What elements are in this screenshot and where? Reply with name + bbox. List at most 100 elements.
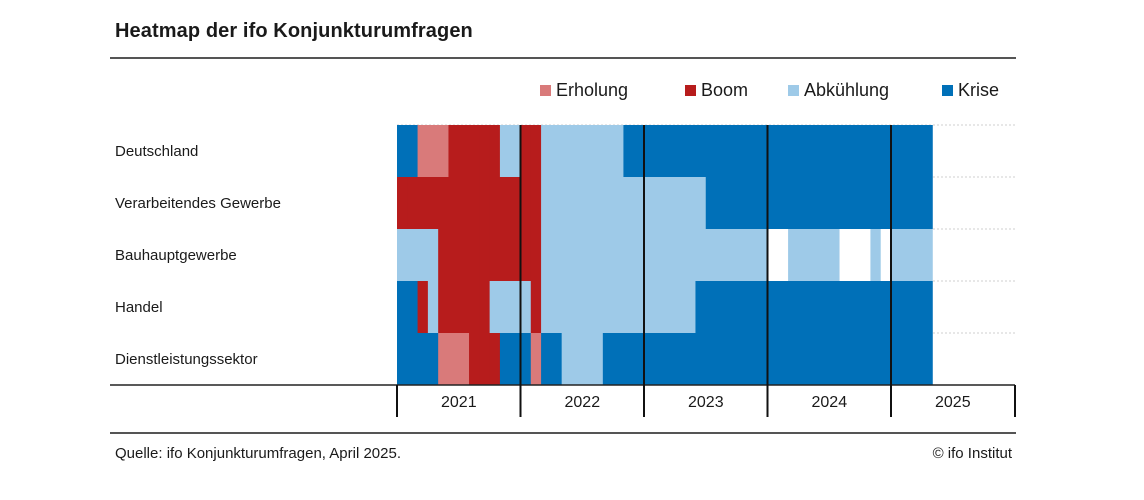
heatmap-cell	[417, 333, 429, 385]
heatmap-cell	[757, 333, 769, 385]
heatmap-cell	[623, 125, 635, 177]
heatmap-cell	[829, 177, 841, 229]
heatmap-cell	[736, 333, 748, 385]
heatmap-cell	[417, 229, 429, 281]
heatmap-cell	[911, 125, 923, 177]
heatmap-cell	[510, 281, 522, 333]
heatmap-cell	[458, 177, 470, 229]
heatmap-cell	[767, 125, 779, 177]
heatmap-cell	[582, 125, 594, 177]
heatmap-cell	[716, 333, 727, 385]
heatmap-cell	[705, 333, 717, 385]
legend-swatch-abkuehlung	[788, 85, 799, 96]
row-label: Verarbeitendes Gewerbe	[115, 195, 281, 212]
heatmap-cell	[685, 229, 697, 281]
heatmap-cell	[541, 229, 552, 281]
heatmap-cell	[530, 281, 542, 333]
heatmap-cell	[592, 229, 604, 281]
heatmap-cell	[458, 333, 470, 385]
x-tick-label: 2022	[565, 394, 601, 411]
heatmap-cell	[602, 229, 614, 281]
heatmap-cell	[818, 177, 830, 229]
heatmap-cell	[891, 333, 902, 385]
heatmap-cell	[417, 177, 429, 229]
heatmap-cell	[469, 229, 480, 281]
heatmap-cell	[860, 177, 872, 229]
heatmap-cell	[788, 281, 799, 333]
heatmap-cell	[654, 281, 666, 333]
heatmap-cell	[613, 281, 625, 333]
heatmap-cell	[746, 229, 758, 281]
heatmap-cell	[674, 125, 686, 177]
heatmap-cell	[602, 177, 614, 229]
heatmap-cell	[880, 125, 892, 177]
heatmap-cell	[921, 125, 933, 177]
top-rule	[110, 57, 1016, 59]
heatmap-cell	[458, 125, 470, 177]
heatmap-cell	[438, 125, 450, 177]
heatmap-cell	[674, 229, 686, 281]
heatmap-cell	[520, 125, 532, 177]
heatmap-cell	[746, 281, 758, 333]
heatmap-cell	[541, 125, 552, 177]
heatmap-cell	[633, 125, 645, 177]
heatmap-cell	[417, 281, 429, 333]
heatmap-cell	[530, 125, 542, 177]
heatmap-cell	[911, 177, 923, 229]
heatmap-cell	[901, 281, 913, 333]
heatmap-cell	[397, 229, 408, 281]
heatmap-cell	[911, 281, 923, 333]
row-label: Handel	[115, 299, 163, 316]
heatmap-cell	[705, 229, 717, 281]
heatmap-cell	[571, 333, 583, 385]
heatmap-cell	[623, 229, 635, 281]
legend-swatch-krise	[942, 85, 953, 96]
heatmap-cell	[592, 281, 604, 333]
heatmap-cell	[716, 125, 727, 177]
heatmap-cell	[561, 229, 573, 281]
heatmap-cell	[469, 177, 480, 229]
legend-label-boom: Boom	[701, 80, 749, 100]
heatmap-cell	[438, 229, 450, 281]
heatmap-cell	[489, 333, 501, 385]
heatmap-cell	[880, 281, 892, 333]
heatmap-cell	[705, 177, 717, 229]
heatmap-cell	[860, 125, 872, 177]
heatmap-cell	[818, 333, 830, 385]
heatmap-cell	[716, 177, 727, 229]
heatmap-cell	[839, 281, 851, 333]
heatmap-cell	[582, 229, 594, 281]
x-tick-label: 2023	[688, 394, 724, 411]
heatmap-cell	[849, 125, 861, 177]
heatmap-cell	[510, 229, 522, 281]
heatmap-cell	[664, 333, 676, 385]
heatmap-cell	[757, 177, 769, 229]
heatmap-cell	[479, 125, 491, 177]
heatmap-cell	[602, 125, 614, 177]
heatmap-cell	[541, 281, 552, 333]
heatmap-cell	[561, 281, 573, 333]
heatmap-cell	[613, 333, 625, 385]
heatmap-cell	[726, 177, 738, 229]
heatmap-cell	[777, 177, 789, 229]
heatmap-cell	[644, 281, 655, 333]
heatmap-cell	[448, 333, 460, 385]
heatmap-cell	[880, 177, 892, 229]
heatmap-cell	[654, 229, 666, 281]
heatmap-cell	[541, 333, 552, 385]
legend-item-boom: Boom	[685, 80, 748, 101]
x-tick-label: 2025	[935, 394, 971, 411]
heatmap-cell	[818, 229, 830, 281]
heatmap-cell	[777, 125, 789, 177]
heatmap-cell	[479, 177, 491, 229]
heatmap-cell	[921, 229, 933, 281]
heatmap-cell	[520, 229, 532, 281]
heatmap-cell	[870, 333, 882, 385]
heatmap-cell	[407, 333, 419, 385]
heatmap-cell	[788, 333, 799, 385]
heatmap-cell	[839, 333, 851, 385]
heatmap-cell	[397, 177, 408, 229]
heatmap-cell	[438, 281, 450, 333]
heatmap-cell	[839, 229, 851, 281]
